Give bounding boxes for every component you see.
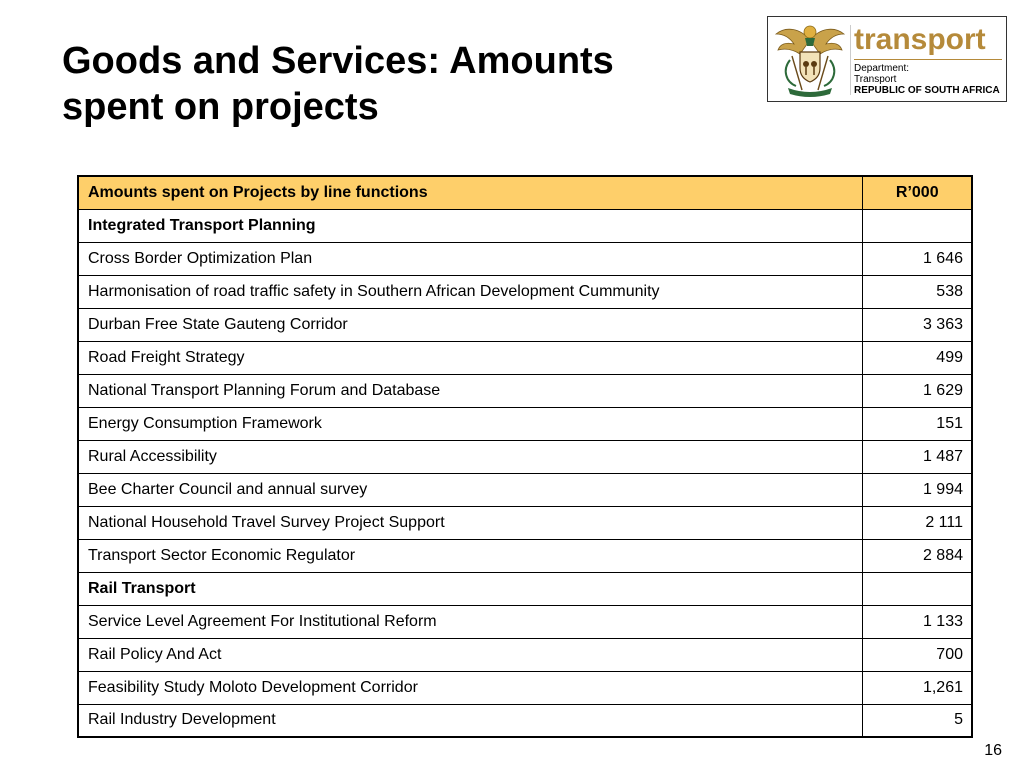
project-name: National Household Travel Survey Project… xyxy=(77,505,863,540)
amount-value: 700 xyxy=(861,637,973,672)
coat-of-arms-icon xyxy=(774,25,846,97)
table-body: Integrated Transport Planning Cross Borde… xyxy=(77,208,973,738)
logo-department-name: Transport xyxy=(854,74,897,85)
table-row: Harmonisation of road traffic safety in … xyxy=(77,274,973,309)
table-row: National Transport Planning Forum and Da… xyxy=(77,373,973,408)
projects-table: Amounts spent on Projects by line functi… xyxy=(77,175,973,738)
project-name: Durban Free State Gauteng Corridor xyxy=(77,307,863,342)
project-name: Transport Sector Economic Regulator xyxy=(77,538,863,573)
project-name: Rail Industry Development xyxy=(77,703,863,738)
table-row: Service Level Agreement For Institutiona… xyxy=(77,604,973,639)
amount-value: 1 646 xyxy=(861,241,973,276)
section-row: Rail Transport xyxy=(77,571,973,606)
section-label: Rail Transport xyxy=(77,571,863,606)
amount-value: 1 994 xyxy=(861,472,973,507)
table-row: Energy Consumption Framework 151 xyxy=(77,406,973,441)
amount-value: 1 629 xyxy=(861,373,973,408)
logo-department-label: Department: xyxy=(854,63,910,74)
amount-value: 499 xyxy=(861,340,973,375)
table-row: Rail Industry Development 5 xyxy=(77,703,973,738)
logo-divider xyxy=(850,25,851,95)
amount-value: 151 xyxy=(861,406,973,441)
table-row: Rural Accessibility 1 487 xyxy=(77,439,973,474)
title-line-1: Goods and Services: Amounts xyxy=(62,40,614,82)
amount-value: 1,261 xyxy=(861,670,973,705)
amount-value: 1 133 xyxy=(861,604,973,639)
header-unit: R’000 xyxy=(861,175,973,210)
department-logo: transport Department: Transport REPUBLIC… xyxy=(767,16,1007,102)
table-row: Durban Free State Gauteng Corridor 3 363 xyxy=(77,307,973,342)
table-row: National Household Travel Survey Project… xyxy=(77,505,973,540)
section-row: Integrated Transport Planning xyxy=(77,208,973,243)
logo-rule xyxy=(854,59,1002,60)
amount-value: 3 363 xyxy=(861,307,973,342)
project-name: Road Freight Strategy xyxy=(77,340,863,375)
page-title: Goods and Services: Amounts spent on proj… xyxy=(62,38,742,130)
page-number: 16 xyxy=(984,742,1002,759)
logo-wordmark: transport xyxy=(854,23,986,56)
table-header-row: Amounts spent on Projects by line functi… xyxy=(77,175,973,210)
project-name: Energy Consumption Framework xyxy=(77,406,863,441)
project-name: National Transport Planning Forum and Da… xyxy=(77,373,863,408)
project-name: Service Level Agreement For Institutiona… xyxy=(77,604,863,639)
amount-value: 2 111 xyxy=(861,505,973,540)
table-row: Rail Policy And Act 700 xyxy=(77,637,973,672)
amount-value: 538 xyxy=(861,274,973,309)
project-name: Rail Policy And Act xyxy=(77,637,863,672)
table-row: Road Freight Strategy 499 xyxy=(77,340,973,375)
project-name: Rural Accessibility xyxy=(77,439,863,474)
header-line-functions: Amounts spent on Projects by line functi… xyxy=(77,175,863,210)
project-name: Cross Border Optimization Plan xyxy=(77,241,863,276)
logo-country-name: REPUBLIC OF SOUTH AFRICA xyxy=(854,85,1000,96)
amount-value: 5 xyxy=(861,703,973,738)
table-row: Transport Sector Economic Regulator 2 884 xyxy=(77,538,973,573)
project-name: Bee Charter Council and annual survey xyxy=(77,472,863,507)
amount-value: 2 884 xyxy=(861,538,973,573)
table-row: Bee Charter Council and annual survey 1 9… xyxy=(77,472,973,507)
title-line-2: spent on projects xyxy=(62,86,379,128)
section-label: Integrated Transport Planning xyxy=(77,208,863,243)
project-name: Feasibility Study Moloto Development Cor… xyxy=(77,670,863,705)
amount-value xyxy=(861,208,973,243)
amount-value: 1 487 xyxy=(861,439,973,474)
amount-value xyxy=(861,571,973,606)
table-row: Feasibility Study Moloto Development Cor… xyxy=(77,670,973,705)
table-row: Cross Border Optimization Plan 1 646 xyxy=(77,241,973,276)
project-name: Harmonisation of road traffic safety in … xyxy=(77,274,863,309)
